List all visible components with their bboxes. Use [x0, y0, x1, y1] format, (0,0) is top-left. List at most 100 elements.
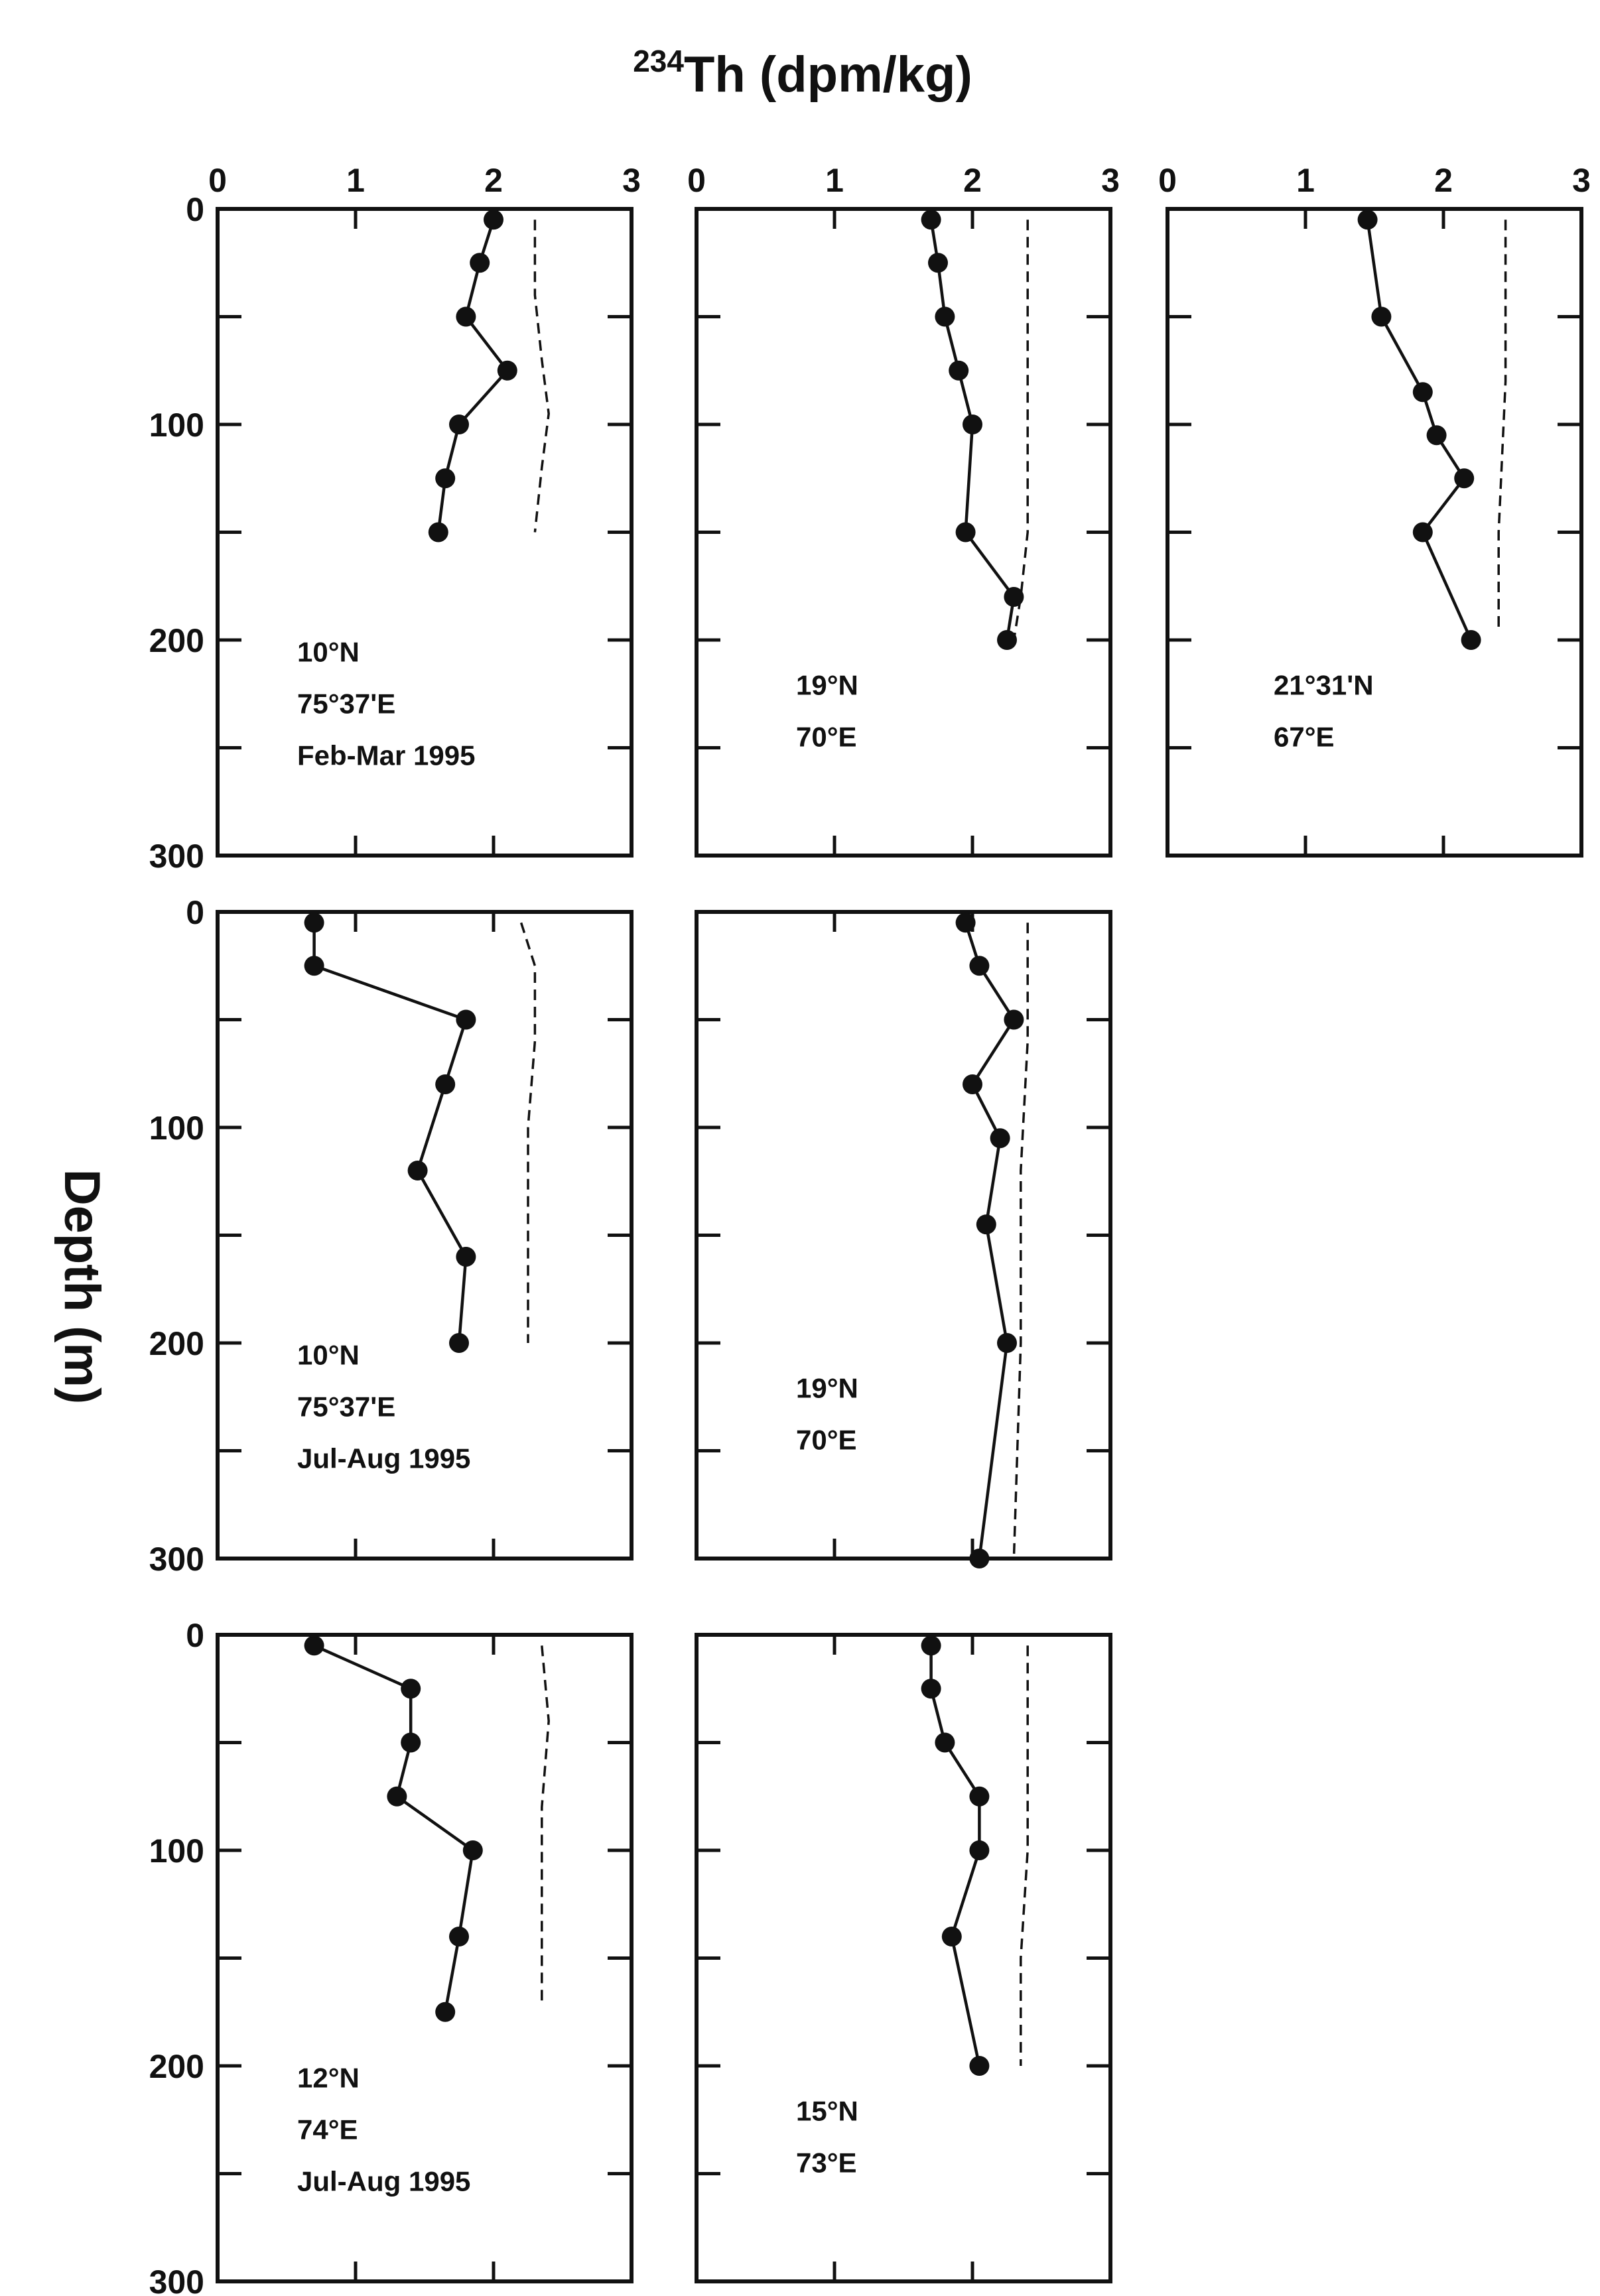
data-point	[401, 1732, 421, 1753]
dashed-line	[533, 220, 550, 533]
data-point	[449, 1927, 469, 1946]
x-tick-label: 1	[346, 162, 365, 199]
x-tick-label: 0	[208, 162, 227, 199]
y-tick-label: 300	[149, 2264, 204, 2296]
panel-annotation-line: 21°31'N	[1274, 670, 1374, 701]
data-point	[969, 956, 990, 976]
data-point	[969, 1840, 990, 1860]
x-tick-label: 3	[622, 162, 641, 199]
data-point	[1412, 382, 1433, 403]
panel-annotation-line: 70°E	[796, 722, 857, 753]
data-point	[935, 1732, 955, 1753]
data-point	[435, 2002, 456, 2022]
data-point	[969, 2056, 990, 2076]
panel-r2c1: 0 100 200 300 10°N 75°37'E Jul-Aug 1995	[149, 894, 633, 1578]
panel-frame	[1166, 207, 1583, 858]
data-point	[470, 253, 490, 273]
data-point	[976, 1214, 996, 1235]
data-point	[497, 360, 517, 381]
data-point	[990, 1128, 1010, 1149]
x-tick-label: 2	[963, 162, 982, 199]
data-point	[935, 306, 955, 327]
profile-line	[1366, 219, 1473, 641]
y-tick-label: 100	[149, 1110, 204, 1147]
panel-annotation-line: 15°N	[796, 2096, 858, 2127]
profile-line	[312, 923, 468, 1344]
panel-r1c1: 0 1 2 3 0 100 200 300 10°N 75°37'E Feb-Mar 1995	[149, 162, 641, 875]
profile-line	[313, 1644, 475, 2013]
data-point	[401, 1679, 421, 1699]
panel-r3c2: 15°N 73°E	[695, 1633, 1112, 2283]
panel-annotation-line: 70°E	[796, 1425, 857, 1456]
title-superscript: 234	[633, 44, 684, 78]
data-point	[921, 1679, 941, 1699]
panel-annotation-line: 10°N	[297, 637, 360, 668]
panel-frame	[695, 1633, 1112, 2283]
y-axis-label: Depth (m)	[54, 1169, 110, 1405]
y-tick-label: 0	[186, 894, 204, 931]
chart-title: 234Th (dpm/kg)	[633, 44, 972, 103]
data-point	[969, 1549, 990, 1568]
data-point	[1461, 630, 1481, 650]
data-point	[1004, 1009, 1024, 1030]
title-main: Th (dpm/kg)	[684, 46, 972, 103]
data-point	[921, 210, 941, 230]
panel-annotation-line: 19°N	[796, 1373, 858, 1404]
x-tick-label: 3	[1572, 162, 1591, 199]
panel-r3c1: 0 100 200 300 12°N 74°E Jul-Aug 1995	[149, 1617, 633, 2296]
data-point	[997, 1333, 1017, 1353]
panel-annotation-line: Jul-Aug 1995	[297, 2166, 470, 2197]
y-tick-label: 300	[149, 1541, 204, 1578]
data-point	[435, 1074, 456, 1094]
data-point	[449, 1333, 469, 1353]
data-point	[1004, 587, 1024, 607]
data-point	[928, 253, 948, 273]
y-tick-label: 300	[149, 838, 204, 875]
panel-annotation-line: Feb-Mar 1995	[297, 740, 475, 771]
data-point	[921, 1635, 941, 1656]
data-point	[407, 1161, 428, 1180]
panel-frame	[695, 207, 1112, 858]
data-point	[456, 306, 476, 327]
y-tick-label: 0	[186, 1617, 204, 1654]
data-point	[456, 1247, 476, 1267]
panel-annotation-line: 12°N	[297, 2063, 360, 2094]
panel-r2c2: 19°N 70°E	[695, 910, 1112, 1568]
data-point	[428, 522, 448, 542]
data-point	[955, 913, 976, 933]
data-point	[462, 1840, 483, 1860]
dashed-line	[1497, 220, 1507, 629]
data-point	[435, 468, 456, 489]
panel-annotation-line: 74°E	[297, 2114, 358, 2145]
data-point	[304, 913, 324, 933]
y-tick-label: 0	[186, 191, 204, 228]
data-point	[963, 415, 982, 434]
data-point	[1412, 522, 1433, 542]
data-point	[304, 956, 324, 976]
panel-annotation-line: 75°37'E	[297, 1391, 395, 1423]
y-tick-label: 100	[149, 407, 204, 444]
data-point	[963, 1074, 982, 1094]
panel-r1c2: 0 1 2 3 19°N 70°E	[687, 162, 1120, 858]
data-point	[1357, 210, 1378, 230]
panel-annotation-line: 10°N	[297, 1340, 360, 1371]
panel-annotation-line: Jul-Aug 1995	[297, 1443, 470, 1474]
data-point	[941, 1927, 962, 1946]
dashed-line	[1012, 220, 1029, 641]
x-tick-label: 1	[1296, 162, 1315, 199]
data-point	[955, 522, 976, 542]
x-tick-label: 1	[825, 162, 844, 199]
y-tick-label: 200	[149, 1325, 204, 1362]
data-point	[304, 1635, 324, 1656]
panel-frame	[695, 910, 1112, 1561]
panel-annotation-line: 67°E	[1274, 722, 1335, 753]
dashed-line	[1012, 923, 1029, 1559]
y-tick-label: 100	[149, 1832, 204, 1870]
data-point	[969, 1786, 990, 1807]
data-point	[997, 630, 1017, 650]
profile-line	[964, 922, 1016, 1559]
data-point	[449, 415, 469, 434]
data-point	[387, 1786, 407, 1807]
x-tick-label: 0	[687, 162, 706, 199]
